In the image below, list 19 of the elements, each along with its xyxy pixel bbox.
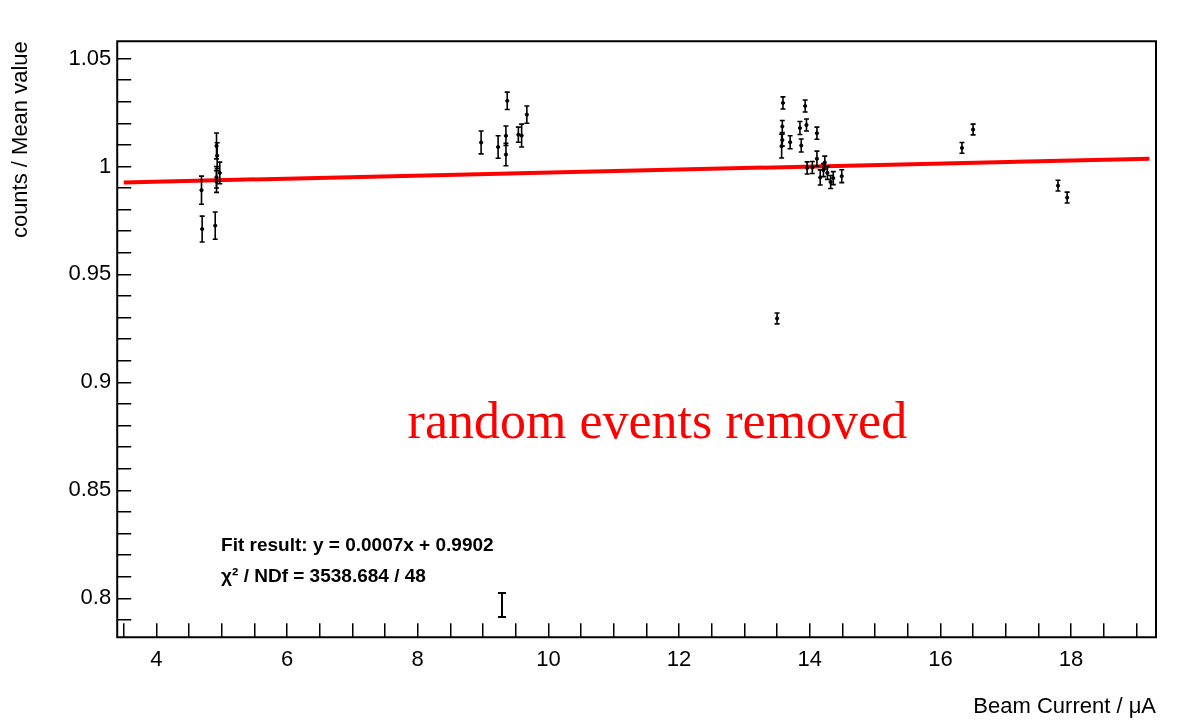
y-tick-label: 0.85 — [68, 476, 112, 502]
x-tick-label: 6 — [280, 646, 294, 672]
x-tick-label: 4 — [150, 646, 163, 672]
x-axis-title: Beam Current / μA — [973, 692, 1157, 718]
y-tick-label: 0.9 — [80, 368, 112, 394]
annotation: random events removed — [407, 391, 908, 449]
x-tick-label: 12 — [666, 646, 692, 672]
y-tick-label: 0.95 — [68, 260, 112, 286]
y-tick-label: 0.8 — [80, 584, 112, 610]
y-tick-label: 1 — [98, 152, 112, 178]
x-tick-label: 10 — [536, 646, 561, 672]
annotation: Fit result: y = 0.0007x + 0.9902 — [221, 533, 494, 555]
x-tick-label: 16 — [928, 646, 953, 672]
x-tick-label: 14 — [797, 646, 822, 672]
annotation: χ² / NDf = 3538.684 / 48 — [221, 565, 426, 587]
x-tick-label: 8 — [411, 646, 424, 672]
y-axis-title: counts / Mean value — [7, 41, 33, 239]
y-tick-label: 1.05 — [68, 44, 112, 70]
x-tick-label: 18 — [1058, 646, 1084, 672]
